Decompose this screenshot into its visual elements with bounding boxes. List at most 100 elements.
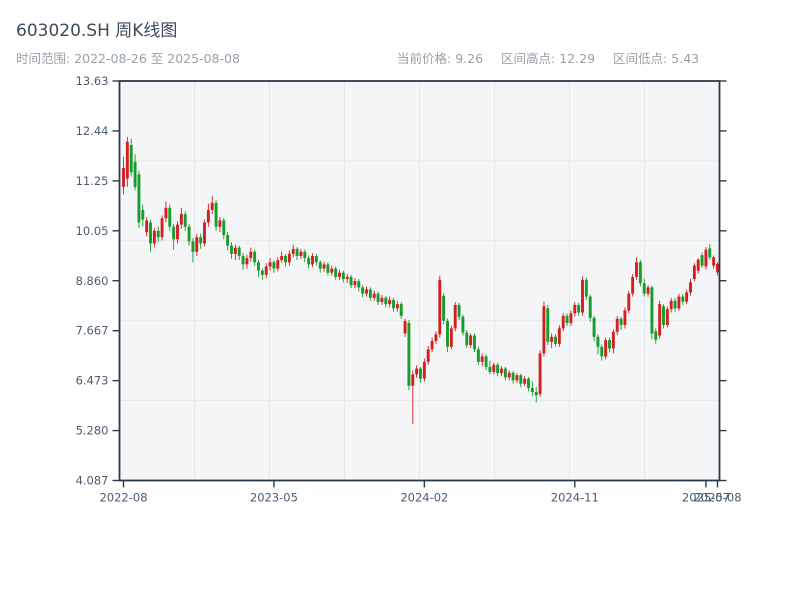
candle — [191, 237, 195, 263]
candle-body — [357, 281, 361, 288]
candle-body — [372, 293, 376, 298]
candle-body — [611, 331, 615, 349]
candle-body — [642, 283, 646, 294]
candle — [530, 381, 534, 397]
candle-body — [152, 230, 156, 244]
candle-body — [426, 349, 430, 362]
candle — [681, 294, 685, 305]
candle-body — [604, 340, 608, 357]
candle-body — [141, 209, 145, 220]
candle-body — [635, 262, 638, 277]
candle — [276, 257, 280, 272]
range-high-value: 12.29 — [559, 51, 596, 66]
candle — [453, 302, 457, 332]
candle-body — [237, 247, 241, 256]
candle — [318, 260, 322, 273]
candle-body — [226, 235, 230, 246]
candle — [210, 196, 214, 215]
candle — [507, 370, 511, 381]
candle-body — [257, 262, 260, 271]
candle-body — [349, 276, 353, 286]
candle — [368, 287, 372, 301]
candle-body — [650, 287, 654, 334]
candle-body — [658, 304, 662, 336]
candle — [407, 320, 411, 390]
candle-body — [638, 262, 642, 284]
candle-body — [692, 265, 696, 280]
candle-body — [191, 241, 195, 252]
candle-body — [129, 145, 133, 173]
candle-body — [615, 318, 619, 332]
candle — [449, 325, 453, 350]
candle-body — [561, 315, 565, 329]
candle-body — [573, 304, 577, 314]
candle-body — [149, 222, 152, 244]
candle — [473, 333, 476, 353]
candle — [160, 215, 164, 241]
candle — [511, 371, 515, 384]
candle — [480, 353, 484, 367]
candle-body — [557, 328, 561, 344]
candle — [291, 244, 295, 258]
candle-body — [484, 356, 488, 367]
candle — [245, 254, 249, 269]
candle-body — [380, 297, 384, 303]
candle-body — [665, 309, 669, 326]
range-high: 区间高点: 12.29 — [501, 51, 595, 66]
candle-body — [330, 268, 334, 273]
y-tick-label: 4.087 — [76, 474, 109, 488]
candle-body — [280, 255, 284, 261]
candle — [592, 315, 596, 341]
candle — [584, 277, 588, 300]
candle — [388, 296, 392, 308]
candle-body — [422, 361, 426, 379]
candlestick-chart: 13.63 12.44 11.25 10.05 8.860 7.667 6.473 5.280… — [76, 74, 742, 505]
candle — [685, 289, 689, 305]
candle — [280, 251, 284, 264]
candle-body — [272, 262, 276, 269]
candle-body — [584, 279, 588, 297]
candle-body — [222, 220, 226, 236]
candle — [129, 138, 133, 177]
candle-body — [588, 296, 592, 318]
candle — [226, 232, 230, 251]
candle-body — [291, 248, 295, 254]
candle-body — [415, 368, 419, 375]
candle-body — [411, 374, 415, 386]
candle-body — [303, 251, 307, 259]
candle — [353, 278, 357, 289]
candle-body — [376, 293, 380, 303]
candle — [596, 334, 600, 355]
candle-body — [592, 317, 596, 337]
candle-body — [669, 300, 673, 310]
candle-body — [476, 349, 480, 362]
candle-body — [523, 378, 527, 384]
candle-body — [122, 168, 125, 187]
candle — [503, 366, 507, 381]
candle-body — [542, 306, 546, 354]
candle-body — [704, 249, 708, 267]
candle-body — [253, 251, 257, 263]
candle — [716, 262, 719, 276]
candle-body — [596, 336, 600, 347]
candle — [284, 253, 287, 267]
candle-body — [407, 322, 411, 386]
candle — [206, 203, 210, 227]
candle-body — [199, 237, 203, 244]
candle-body — [299, 251, 303, 256]
candle — [484, 354, 488, 371]
candle-body — [268, 262, 272, 267]
candle — [345, 273, 349, 284]
candle-body — [685, 292, 689, 302]
candle-body — [318, 262, 322, 269]
candle-body — [276, 260, 280, 269]
candle-body — [503, 368, 507, 378]
x-tick-label: 2024-11 — [551, 491, 599, 505]
candle — [260, 268, 264, 280]
candle-body — [384, 297, 388, 305]
candle-body — [581, 279, 584, 313]
x-tick-label: 2025-08 — [693, 491, 741, 505]
candle — [203, 219, 206, 247]
y-tick-label: 8.860 — [76, 274, 109, 288]
